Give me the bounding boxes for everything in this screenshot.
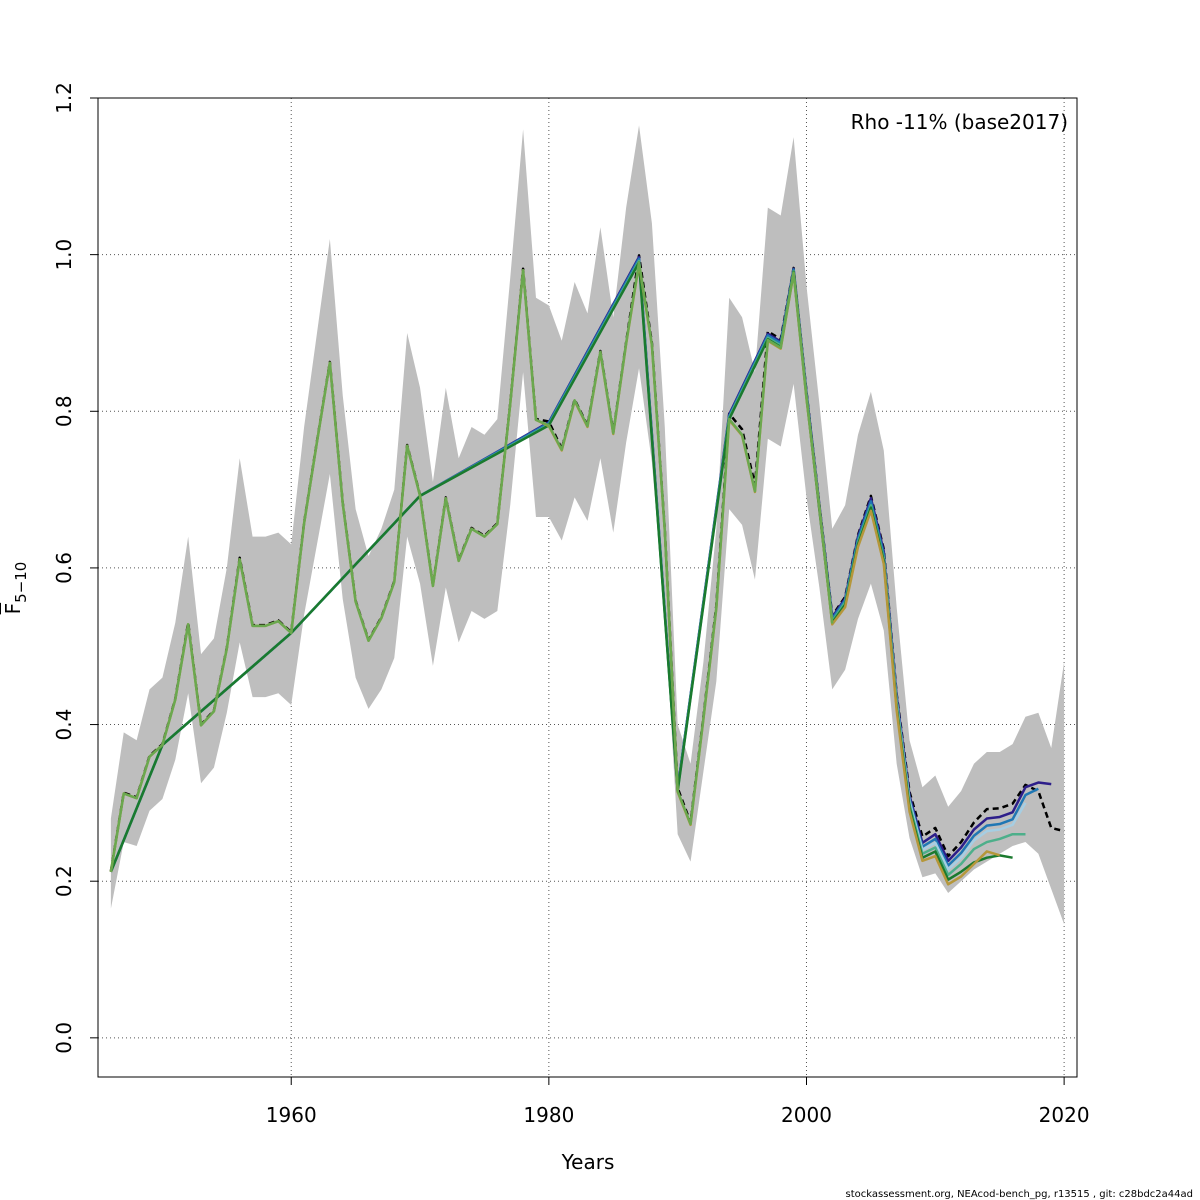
y-axis: 0.0 0.2 0.4 0.6 0.8 1.0 1.2 [52,82,98,1054]
y-tick-label-5: 1.0 [52,239,76,271]
svg-text:F5−10: F5−10 [1,562,30,615]
x-axis-title: Years [561,1150,615,1174]
y-tick-label-2: 0.4 [52,709,76,741]
series-line-7 [109,261,834,873]
y-tick-label-0: 0.0 [52,1022,76,1054]
y-axis-title: F5−10 [1,562,30,615]
x-tick-label-0: 1960 [266,1103,317,1127]
x-tick-label-3: 2020 [1039,1103,1090,1127]
series-lines-layer [109,254,1065,886]
y-tick-label-1: 0.2 [52,865,76,897]
y-tick-label-3: 0.6 [52,552,76,584]
y-tick-label-4: 0.8 [52,395,76,427]
footer-credit: stockassessment.org, NEAcod-bench_pg, r1… [846,1189,1194,1200]
y-axis-title-subscript: 5−10 [12,562,30,603]
y-axis-title-main: F [1,603,25,615]
legend-label: Rho -11% (base2017) [851,110,1068,134]
x-tick-label-2: 2000 [781,1103,832,1127]
x-axis: 1960 1980 2000 2020 [266,1077,1090,1127]
x-tick-label-1: 1980 [523,1103,574,1127]
y-tick-label-6: 1.2 [52,82,76,114]
plot-frame [97,97,1078,1078]
